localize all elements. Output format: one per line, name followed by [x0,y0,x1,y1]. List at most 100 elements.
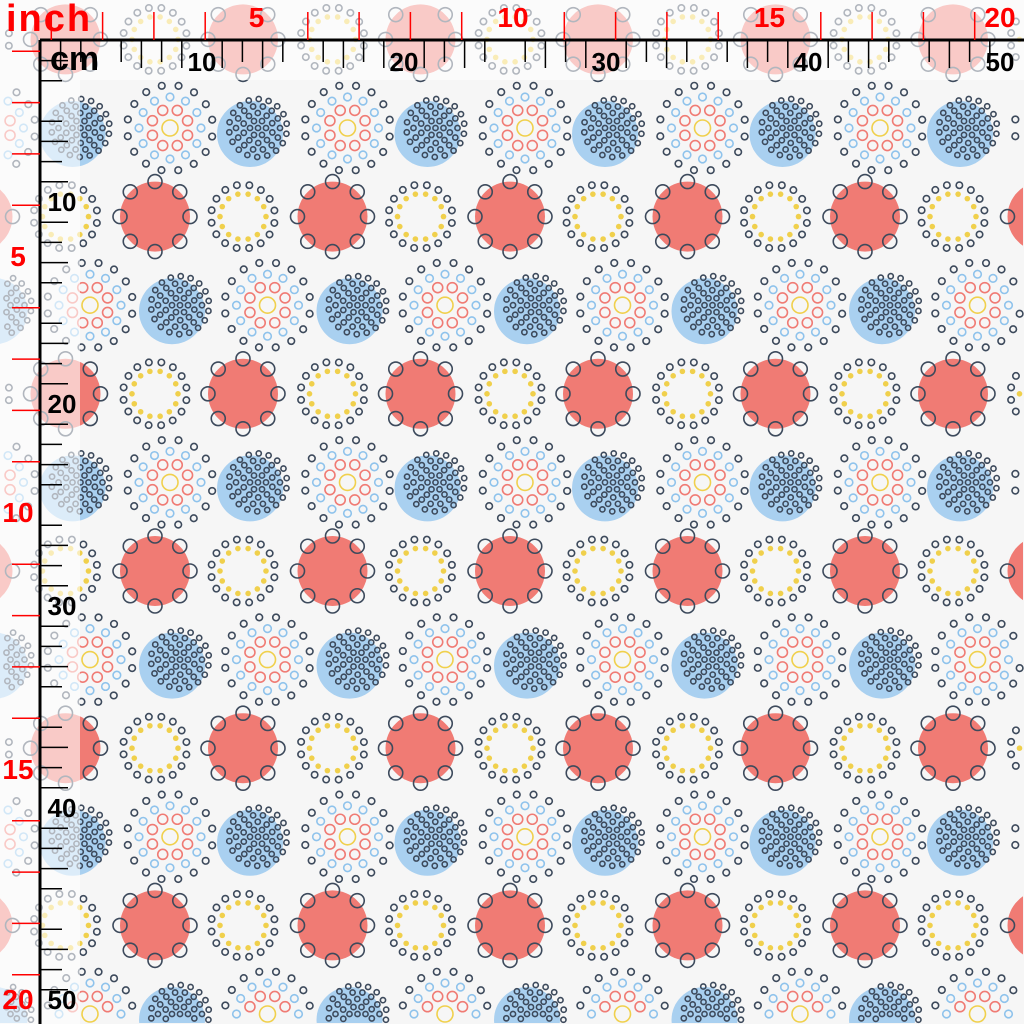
left-inch-label: 10 [2,497,34,528]
yellow-dot-ring [297,712,368,784]
yellow-dot-ring [119,358,191,430]
top-cm-label: 50 [985,47,1015,77]
top-inch-label: 5 [248,2,265,33]
yellow-dot-ring [207,535,279,607]
red-disc-with-rings [467,882,553,969]
concentric-burst [656,790,749,884]
blue-dot-cluster [749,450,823,522]
red-disc-with-rings [999,536,1023,606]
red-disc-with-rings [289,173,376,260]
yellow-dot-ring [829,712,901,784]
yellow-dot-ring [562,889,634,961]
yellow-dot-ring [917,535,989,607]
blue-dot-cluster [671,627,745,699]
left-inch-label: 15 [2,753,34,785]
concentric-burst [1011,115,1020,141]
yellow-dot-ring [385,535,456,607]
concentric-burst [221,613,314,706]
left-inch-label: 5 [10,240,26,272]
concentric-burst [576,967,669,1023]
concentric-burst [833,81,927,175]
blue-dot-cluster [749,95,823,167]
blue-dot-cluster [927,804,1001,876]
left-cm-label: 10 [47,187,77,217]
blue-dot-cluster [849,272,923,345]
yellow-dot-ring [385,181,456,253]
red-disc-with-rings [112,882,198,969]
concentric-burst [833,436,927,529]
concentric-burst [221,258,314,352]
red-disc-with-rings [822,173,908,260]
concentric-burst [753,258,847,352]
red-disc-with-rings [644,173,731,260]
concentric-burst [931,258,1024,352]
yellow-dot-ring [474,358,546,430]
blue-dot-cluster [394,804,468,876]
concentric-burst [123,81,217,175]
top-cm-label: 30 [591,47,621,77]
top-inch-label: 20 [984,2,1016,33]
red-disc-with-rings [289,882,376,969]
concentric-burst [398,613,492,706]
concentric-burst [478,790,572,884]
blue-dot-cluster [139,627,213,699]
concentric-burst [753,613,847,706]
blue-dot-cluster [671,981,745,1024]
yellow-dot-ring [562,181,634,253]
yellow-dot-ring [562,535,634,607]
red-disc-with-rings [112,528,198,614]
yellow-dot-ring [207,889,279,961]
concentric-burst [398,258,492,352]
concentric-burst [1011,469,1020,495]
yellow-dot-ring [652,712,723,784]
red-disc-with-rings [910,350,996,437]
red-disc-with-rings [999,181,1023,252]
top-inch-label: 15 [753,2,786,33]
blue-dot-cluster [927,450,1001,522]
blue-dot-cluster [849,627,923,699]
yellow-dot-ring [917,889,989,961]
blue-dot-cluster [316,981,390,1024]
blue-dot-cluster [572,804,646,876]
concentric-burst [123,790,217,884]
red-disc-with-rings [999,890,1023,961]
blue-dot-cluster [494,981,568,1024]
concentric-burst [833,790,927,884]
concentric-burst [478,436,572,529]
red-disc-with-rings [555,350,641,437]
inch-unit-label: inch [6,0,93,40]
concentric-burst [301,436,394,529]
concentric-burst [656,81,749,175]
yellow-dot-ring [740,535,811,607]
yellow-dot-ring [740,181,811,253]
blue-dot-cluster [494,272,568,345]
blue-dot-cluster [217,804,291,876]
concentric-burst [301,790,394,884]
concentric-burst [398,967,492,1023]
cm-unit-label: cm [50,40,100,78]
concentric-burst [656,436,749,529]
concentric-burst [753,967,847,1023]
blue-dot-cluster [671,272,745,345]
red-disc-with-rings [732,705,819,792]
blue-dot-cluster [139,272,213,345]
yellow-dot-ring [474,712,546,784]
red-disc-with-rings [644,528,731,614]
left-cm-label: 50 [47,985,77,1015]
red-disc-with-rings [732,350,819,437]
concentric-burst [221,967,314,1023]
yellow-dot-ring [119,712,191,784]
concentric-burst [301,81,394,175]
yellow-dot-ring [829,358,901,430]
concentric-burst [478,81,572,175]
yellow-dot-ring [297,358,368,430]
blue-dot-cluster [139,981,213,1024]
concentric-burst [931,967,1018,1023]
concentric-burst [1011,824,1020,850]
red-disc-with-rings [200,705,286,792]
top-cm-label: 20 [389,47,419,77]
top-cm-label: 10 [187,47,217,77]
blue-dot-cluster [572,450,646,522]
